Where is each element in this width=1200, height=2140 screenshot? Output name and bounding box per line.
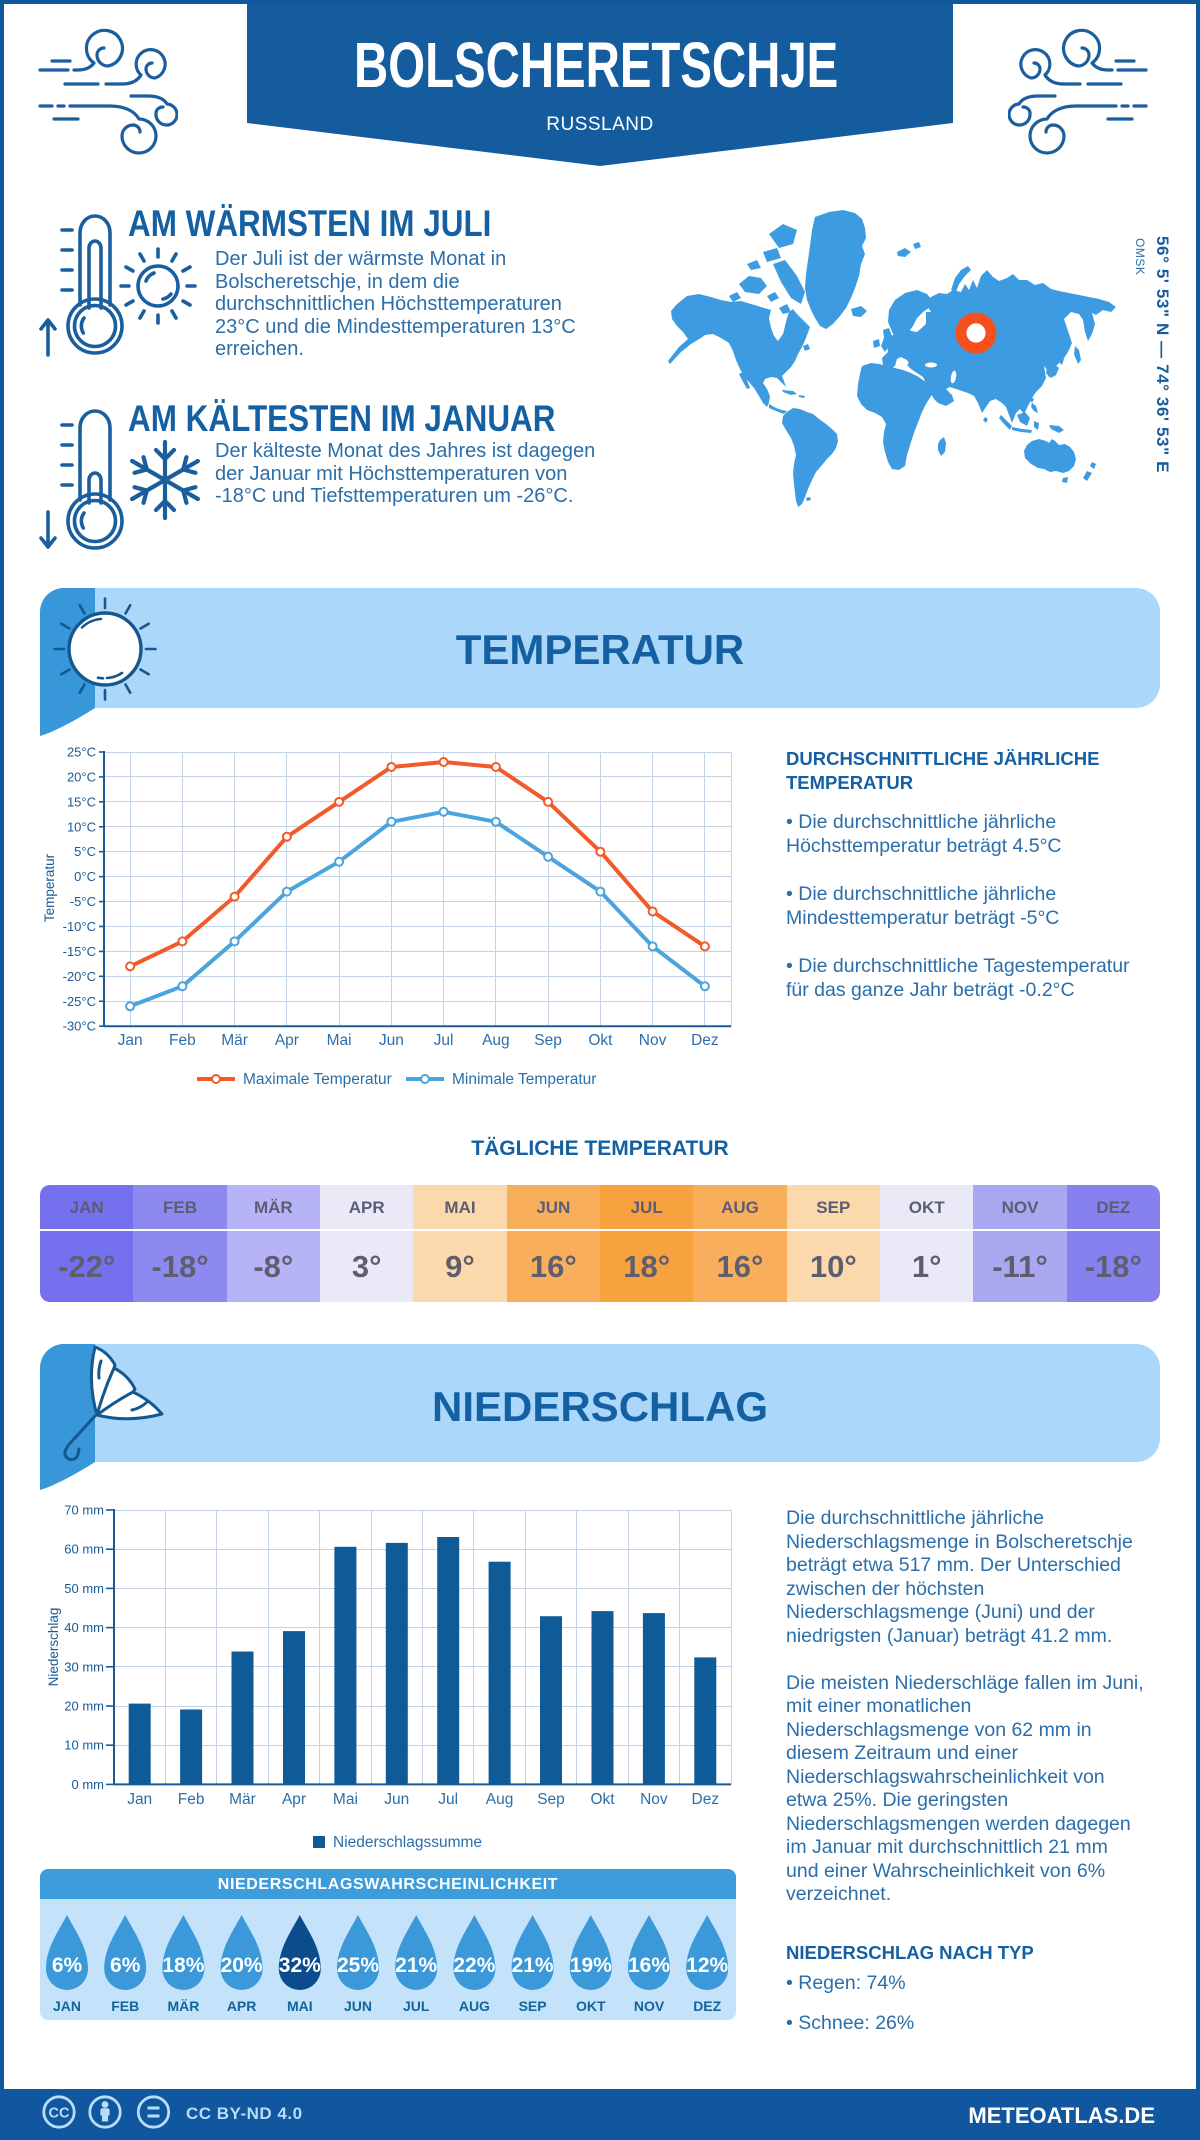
svg-text:OKT: OKT (576, 1998, 606, 2014)
svg-text:Niederschlagssumme: Niederschlagssumme (333, 1834, 482, 1851)
svg-text:DEZ: DEZ (693, 1998, 721, 2014)
svg-text:32%: 32% (279, 1954, 321, 1977)
svg-text:Jan: Jan (118, 1032, 143, 1049)
svg-text:SEP: SEP (519, 1998, 547, 2014)
svg-text:-5°C: -5°C (70, 894, 96, 909)
svg-text:19%: 19% (570, 1954, 612, 1977)
svg-text:Jun: Jun (384, 1791, 409, 1808)
svg-text:AUG: AUG (459, 1998, 490, 2014)
svg-text:Mär: Mär (221, 1032, 248, 1049)
svg-text:-25°C: -25°C (63, 994, 96, 1009)
svg-text:25°C: 25°C (67, 745, 96, 760)
svg-text:6%: 6% (52, 1954, 83, 1977)
svg-text:Niederschlag: Niederschlag (46, 1608, 61, 1687)
svg-text:Temperatur: Temperatur (42, 853, 57, 922)
svg-text:-20°C: -20°C (63, 969, 96, 984)
svg-text:50 mm: 50 mm (64, 1581, 104, 1596)
svg-text:Nov: Nov (639, 1032, 667, 1049)
svg-text:0 mm: 0 mm (72, 1777, 105, 1792)
svg-text:20%: 20% (221, 1954, 263, 1977)
svg-text:APR: APR (227, 1998, 257, 2014)
svg-text:Sep: Sep (534, 1032, 562, 1049)
svg-text:Aug: Aug (486, 1791, 514, 1808)
svg-text:JAN: JAN (53, 1998, 81, 2014)
svg-text:Mär: Mär (229, 1791, 256, 1808)
svg-text:21%: 21% (395, 1954, 437, 1977)
svg-text:15°C: 15°C (67, 794, 96, 809)
svg-text:70 mm: 70 mm (64, 1503, 104, 1518)
svg-text:18%: 18% (162, 1954, 204, 1977)
svg-text:Dez: Dez (692, 1791, 720, 1808)
svg-text:16%: 16% (628, 1954, 670, 1977)
svg-text:Minimale Temperatur: Minimale Temperatur (452, 1071, 596, 1088)
svg-text:Mai: Mai (327, 1032, 352, 1049)
svg-text:25%: 25% (337, 1954, 379, 1977)
svg-text:Apr: Apr (275, 1032, 299, 1049)
svg-text:NOV: NOV (634, 1998, 665, 2014)
svg-text:JUN: JUN (344, 1998, 372, 2014)
svg-text:Mai: Mai (333, 1791, 358, 1808)
svg-text:JUL: JUL (403, 1998, 430, 2014)
svg-text:Apr: Apr (282, 1791, 306, 1808)
svg-text:Sep: Sep (537, 1791, 565, 1808)
svg-text:0°C: 0°C (74, 869, 96, 884)
svg-text:10°C: 10°C (67, 819, 96, 834)
svg-text:60 mm: 60 mm (64, 1542, 104, 1557)
svg-text:30 mm: 30 mm (64, 1659, 104, 1674)
svg-text:20°C: 20°C (67, 769, 96, 784)
svg-text:Jan: Jan (127, 1791, 152, 1808)
svg-text:Jun: Jun (379, 1032, 404, 1049)
svg-text:Jul: Jul (434, 1032, 454, 1049)
svg-text:20 mm: 20 mm (64, 1699, 104, 1714)
svg-text:Feb: Feb (169, 1032, 196, 1049)
svg-text:Jul: Jul (438, 1791, 458, 1808)
svg-text:Okt: Okt (588, 1032, 613, 1049)
svg-text:5°C: 5°C (74, 844, 96, 859)
svg-text:-30°C: -30°C (63, 1019, 96, 1034)
svg-text:-15°C: -15°C (63, 944, 96, 959)
svg-text:Aug: Aug (482, 1032, 510, 1049)
svg-text:Nov: Nov (640, 1791, 668, 1808)
svg-text:10 mm: 10 mm (64, 1738, 104, 1753)
svg-text:12%: 12% (686, 1954, 728, 1977)
svg-text:FEB: FEB (111, 1998, 139, 2014)
svg-text:MAI: MAI (287, 1998, 313, 2014)
svg-text:Feb: Feb (178, 1791, 205, 1808)
svg-text:6%: 6% (110, 1954, 141, 1977)
svg-text:21%: 21% (512, 1954, 554, 1977)
svg-text:CC: CC (49, 2106, 70, 2122)
svg-text:MÄR: MÄR (167, 1998, 199, 2014)
svg-text:Dez: Dez (691, 1032, 719, 1049)
svg-text:Maximale Temperatur: Maximale Temperatur (243, 1071, 392, 1088)
svg-text:22%: 22% (453, 1954, 495, 1977)
svg-text:Okt: Okt (590, 1791, 615, 1808)
svg-text:-10°C: -10°C (63, 919, 96, 934)
svg-text:40 mm: 40 mm (64, 1620, 104, 1635)
